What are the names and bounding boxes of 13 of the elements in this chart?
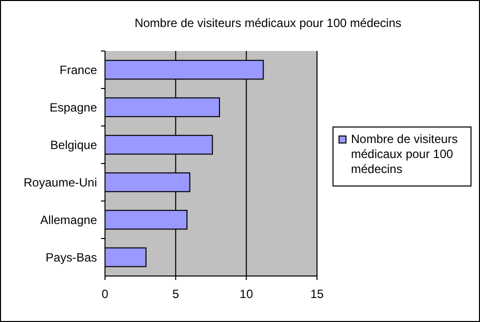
legend-label: Nombre de visiteurs médicaux pour 100 médecins: [351, 132, 458, 176]
y-tick-label: Royaume-Uni: [24, 175, 97, 190]
y-tick-label: Belgique: [50, 138, 98, 152]
bar: [104, 247, 146, 268]
x-tick-label: 0: [102, 287, 109, 301]
x-tick-label: 10: [240, 287, 254, 301]
y-tick-label: France: [60, 62, 98, 77]
y-tick-label: Allemagne: [40, 212, 98, 227]
y-tick-label: Espagne: [50, 100, 98, 114]
y-tick-label: Pays-Bas: [46, 250, 97, 264]
x-tick-label: 5: [172, 287, 180, 301]
x-tick-label: 15: [310, 287, 324, 301]
chart-title: Nombre de visiteurs médicaux pour 100 médecins: [134, 16, 402, 30]
